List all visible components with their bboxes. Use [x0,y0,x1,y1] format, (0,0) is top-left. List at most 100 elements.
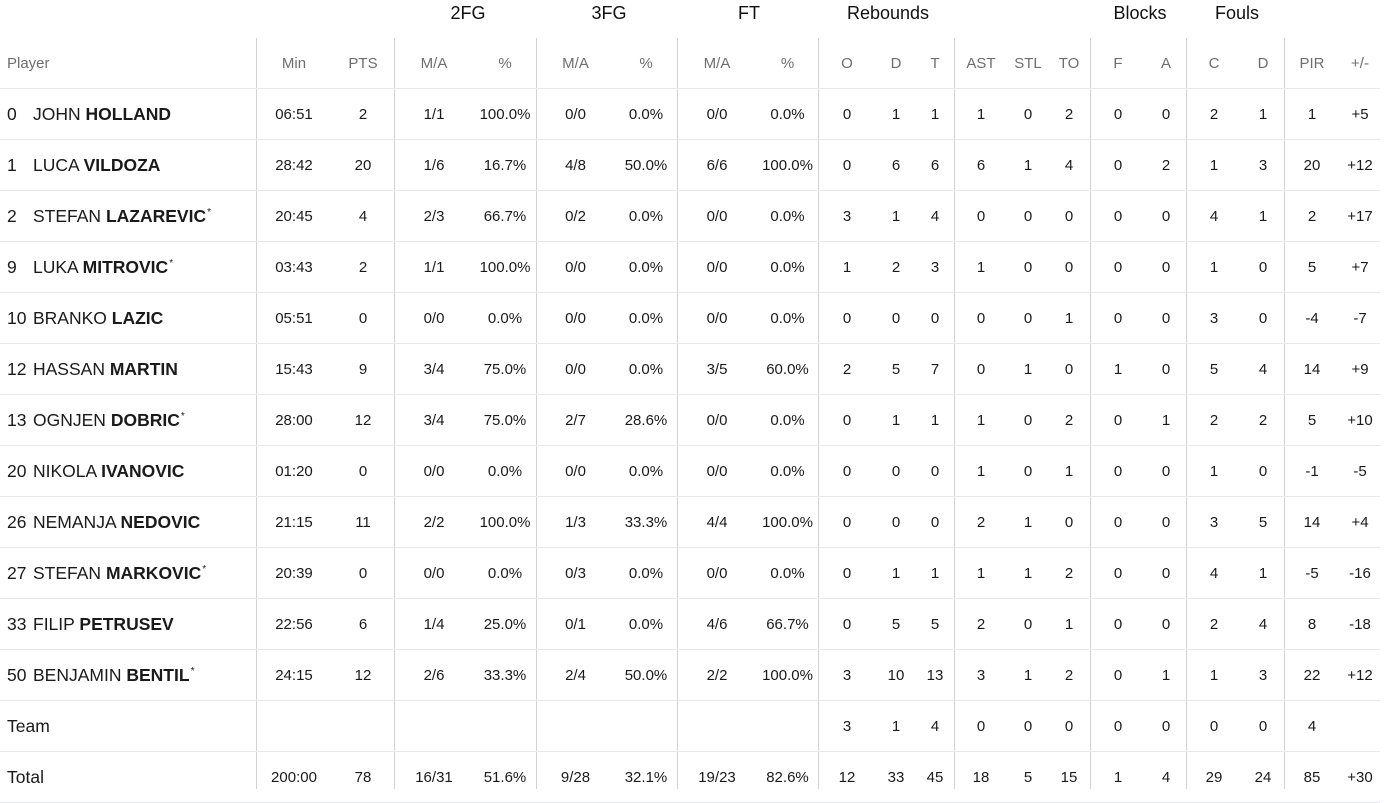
stat-foul-c: 4 [1186,190,1242,242]
col-reb-o[interactable]: O [841,54,853,72]
stat-foul-d: 5 [1242,496,1284,548]
stat-fg2-ma [394,700,474,752]
col-3fg-pct[interactable]: % [639,54,653,72]
player-first-name[interactable]: STEFAN [33,205,102,226]
col-3fg-ma[interactable]: M/A [562,54,589,72]
stat-ft-pct: 0.0% [757,241,818,293]
stat-fg3-ma: 2/4 [536,649,615,701]
stat-fg3-ma: 4/8 [536,139,615,191]
stat-min: 28:42 [256,139,332,191]
stat-fg3-ma: 0/0 [536,445,615,497]
stat-fg2-ma: 0/0 [394,292,474,344]
col-blk-f[interactable]: F [1113,54,1123,72]
col-plus-minus[interactable]: +/- [1351,54,1369,72]
col-ft-ma[interactable]: M/A [703,54,731,72]
player-last-name[interactable]: LAZAREVIC [105,205,207,226]
player-last-name[interactable]: MITROVIC [82,256,169,277]
col-reb-d[interactable]: D [890,54,902,72]
player-last-name[interactable]: VILDOZA [83,154,161,175]
player-first-name[interactable]: BRANKO [33,307,107,328]
col-2fg-ma[interactable]: M/A [420,54,448,72]
starter-marker: * [169,257,174,269]
player-first-name[interactable]: NEMANJA [33,511,116,532]
stat-pm: -18 [1340,598,1380,650]
jersey-number: 10 [7,307,27,328]
stat-fg3-pct [615,700,677,752]
col-reb-t[interactable]: T [930,54,940,72]
stat-reb-t: 5 [916,598,954,650]
stat-pts [332,700,394,752]
col-blk-a[interactable]: A [1160,54,1171,72]
col-pts[interactable]: PTS [348,54,378,72]
col-ast[interactable]: AST [966,54,996,72]
stat-reb-o: 0 [818,88,876,140]
player-first-name[interactable]: NIKOLA [33,460,97,481]
col-foul-c[interactable]: C [1208,54,1220,72]
player-row: 20 NIKOLA IVANOVIC 01:20 0 0/0 0.0% 0/0 0.0% 0/0… [0,445,1380,497]
player-first-name[interactable]: JOHN [33,103,81,124]
player-last-name[interactable]: HOLLAND [85,103,172,124]
player-first-name[interactable]: FILIP [33,613,75,634]
player-last-name[interactable]: MARTIN [109,358,178,379]
stat-reb-o: 1 [818,241,876,293]
stat-to: 0 [1048,700,1090,752]
stat-pts: 9 [332,343,394,395]
stat-reb-d: 1 [876,190,916,242]
player-last-name[interactable]: NEDOVIC [120,511,201,532]
player-last-name[interactable]: DOBRIC [110,409,180,430]
stat-ft-ma: 3/5 [677,343,757,395]
col-ft-pct[interactable]: % [780,54,795,72]
jersey-number: 20 [7,460,27,481]
stat-blk-a: 0 [1146,343,1186,395]
stat-pir: 22 [1284,649,1340,701]
player-first-name[interactable]: STEFAN [33,562,102,583]
player-first-name[interactable]: HASSAN [33,358,105,379]
stat-stl: 0 [1008,190,1048,242]
col-player[interactable]: Player [7,54,50,72]
stat-reb-d: 0 [876,445,916,497]
col-2fg-pct[interactable]: % [498,54,512,72]
group-rebounds: Rebounds [846,3,930,23]
player-last-name[interactable]: MARKOVIC [105,562,202,583]
stat-blk-f: 0 [1090,88,1146,140]
player-row: 9 LUKA MITROVIC* 03:43 2 1/1 100.0% 0/0 0.0% 0/0… [0,241,1380,293]
player-last-name[interactable]: IVANOVIC [101,460,185,481]
stat-pir: -1 [1284,445,1340,497]
starter-marker: * [180,410,185,422]
player-cell: 2 STEFAN LAZAREVIC* [0,190,256,242]
stat-reb-t: 1 [916,394,954,446]
col-pir[interactable]: PIR [1299,54,1325,72]
player-last-name[interactable]: BENTIL [126,664,190,685]
player-cell: 12 HASSAN MARTIN [0,343,256,395]
col-min[interactable]: Min [281,54,307,72]
stat-pm: +30 [1340,751,1380,803]
stat-fg3-pct: 32.1% [615,751,677,803]
player-first-name[interactable]: OGNJEN [33,409,106,430]
stat-fg2-pct: 0.0% [474,445,536,497]
stat-ft-pct: 0.0% [757,445,818,497]
col-stl[interactable]: STL [1014,54,1042,72]
player-first-name[interactable]: BENJAMIN [33,664,122,685]
stat-to: 0 [1048,241,1090,293]
player-last-name[interactable]: PETRUSEV [79,613,174,634]
stat-ft-pct: 100.0% [757,649,818,701]
stats-table: Player Min PTS M/A % M/A % M/A % O D T A… [0,38,1380,803]
col-foul-d[interactable]: D [1257,54,1269,72]
stat-blk-f: 0 [1090,190,1146,242]
player-row: 27 STEFAN MARKOVIC* 20:39 0 0/0 0.0% 0/3 0.0% 0/… [0,547,1380,599]
stat-fg2-ma: 1/1 [394,88,474,140]
stat-reb-o: 0 [818,139,876,191]
stat-pts: 6 [332,598,394,650]
player-last-name[interactable]: LAZIC [111,307,164,328]
stat-pts: 78 [332,751,394,803]
player-first-name[interactable]: LUCA [33,154,79,175]
stat-min: 06:51 [256,88,332,140]
stat-blk-a: 4 [1146,751,1186,803]
player-first-name[interactable]: LUKA [33,256,78,277]
stat-ft-pct: 66.7% [757,598,818,650]
stat-fg3-pct: 0.0% [615,598,677,650]
stat-fg2-pct: 0.0% [474,292,536,344]
col-to[interactable]: TO [1058,54,1080,72]
stat-min: 20:45 [256,190,332,242]
